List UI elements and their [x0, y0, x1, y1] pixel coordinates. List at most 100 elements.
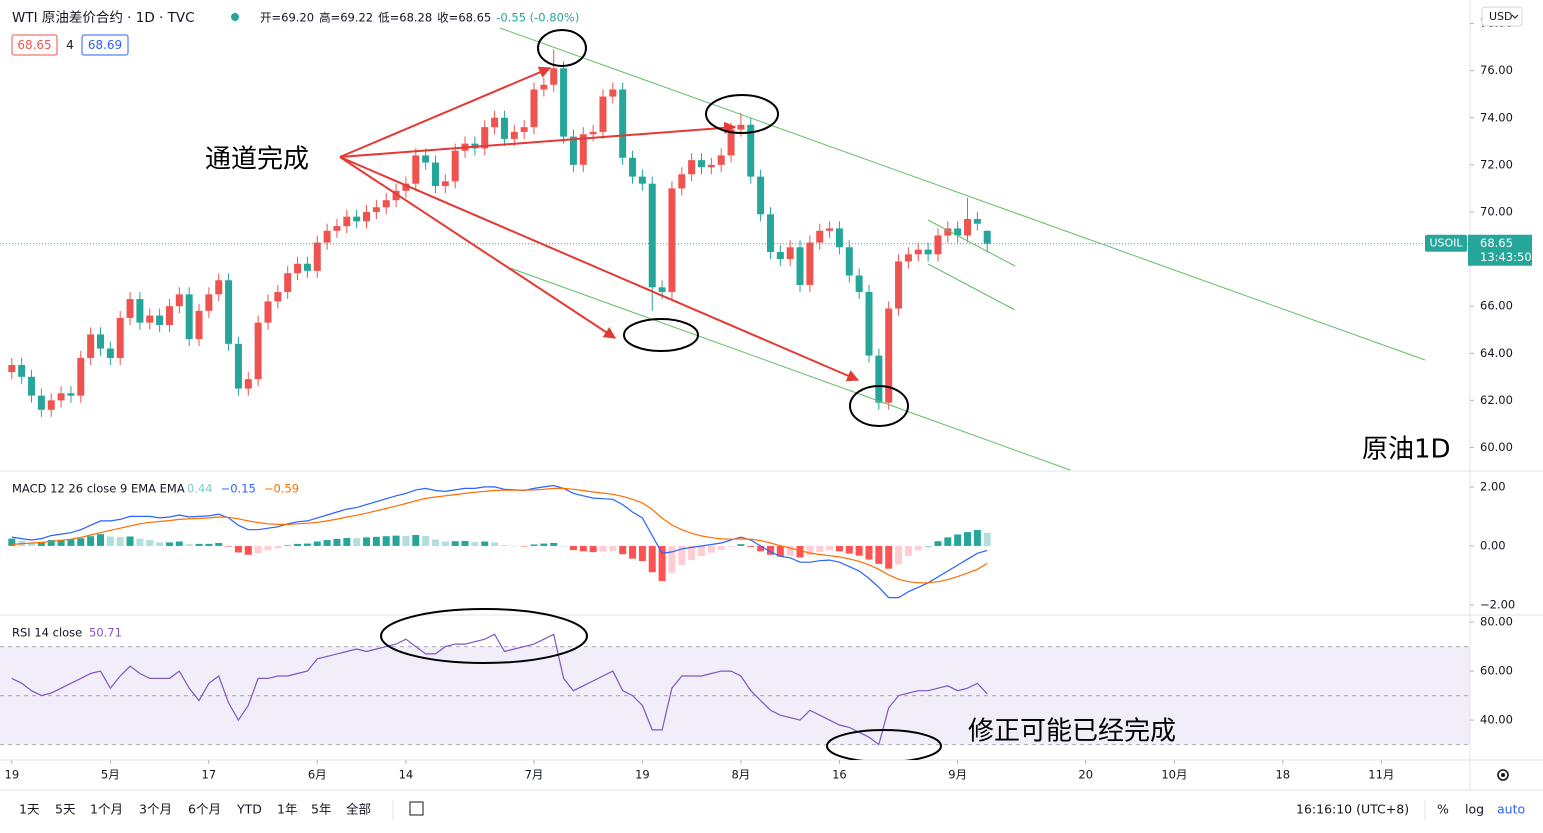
candle-body	[668, 188, 676, 293]
histogram-bar	[796, 545, 804, 558]
scale-option[interactable]: %	[1437, 802, 1449, 817]
histogram-bar	[451, 541, 459, 546]
candle-body	[510, 131, 518, 139]
candle-body	[136, 299, 144, 323]
histogram-bar	[924, 545, 932, 547]
histogram-bar	[510, 545, 518, 547]
scale-option[interactable]: log	[1465, 802, 1484, 817]
candle-body	[412, 155, 420, 184]
candle-body	[747, 124, 755, 177]
range-button[interactable]: 1年	[277, 802, 297, 817]
indicator-legend: RSI 14 close	[12, 626, 82, 640]
histogram-bar	[766, 545, 774, 555]
histogram-bar	[737, 544, 745, 546]
price-label-bg	[1468, 234, 1532, 266]
candle-body	[225, 280, 233, 344]
histogram-bar	[589, 545, 597, 553]
histogram-bar	[914, 545, 922, 551]
scale-option[interactable]: auto	[1497, 802, 1525, 817]
y-tick-label: 64.00	[1480, 346, 1513, 360]
candle-body	[195, 310, 203, 340]
histogram-bar	[569, 545, 577, 551]
candle-body	[165, 306, 173, 325]
histogram-bar	[648, 545, 656, 573]
histogram-bar	[87, 536, 95, 546]
histogram-bar	[441, 541, 449, 546]
histogram-bar	[225, 545, 233, 547]
candle-body	[451, 150, 459, 182]
arrow	[339, 121, 737, 158]
candle-body	[599, 96, 607, 132]
ask-badge: 68.69	[88, 38, 122, 52]
candle-body	[392, 190, 400, 201]
range-button[interactable]: 全部	[346, 802, 371, 817]
x-tick-label: 18	[1275, 768, 1290, 782]
rsi	[0, 633, 1470, 746]
histogram-bar	[185, 544, 193, 546]
histogram-bar	[146, 540, 154, 546]
currency[interactable]: USD	[1489, 10, 1513, 23]
indicator-value: 50.71	[89, 626, 122, 640]
histogram-bar	[520, 545, 528, 547]
y-tick-label: 62.00	[1480, 393, 1513, 407]
y-tick-label: 66.00	[1480, 299, 1513, 313]
range-button[interactable]: 1个月	[90, 802, 123, 817]
histogram-bar	[37, 542, 45, 546]
candle-body	[826, 228, 834, 231]
ellipse	[849, 385, 909, 427]
candle-body	[776, 251, 784, 260]
ellipse	[826, 729, 942, 760]
currency-button[interactable]	[1481, 6, 1523, 27]
candle-body	[569, 136, 577, 165]
price-label: 68.65	[1480, 236, 1513, 250]
range-button[interactable]: 3个月	[139, 802, 172, 817]
x-tick-label: 14	[399, 768, 414, 782]
histogram-bar	[757, 545, 765, 552]
annotation: 原油1D	[1362, 435, 1451, 465]
candle-body	[422, 155, 430, 163]
candle-body	[786, 247, 794, 260]
candle-body	[313, 242, 321, 271]
candle-body	[500, 117, 508, 139]
candle-body	[648, 183, 656, 288]
histogram-bar	[826, 545, 834, 551]
y-tick-label: 76.00	[1480, 63, 1513, 77]
channel-line	[927, 219, 1016, 267]
candle-body	[441, 181, 449, 187]
ellipse	[623, 318, 699, 352]
macd	[8, 484, 991, 599]
arrow	[339, 156, 617, 339]
dropdown-icon	[1511, 14, 1519, 19]
candle-body	[924, 249, 932, 255]
candle-body	[28, 376, 36, 396]
x-tick-label: 16	[832, 768, 847, 782]
histogram-bar	[323, 540, 331, 546]
histogram-bar	[234, 545, 242, 553]
settings-icon[interactable]	[1497, 769, 1509, 781]
range-button[interactable]: 5年	[311, 802, 331, 817]
candle-body	[530, 89, 538, 128]
x-tick-label: 17	[202, 768, 217, 782]
histogram-bar	[579, 545, 587, 552]
x-tick-label: 5月	[101, 768, 120, 782]
candle-body	[845, 247, 853, 276]
ohlc-value: 收=68.65	[437, 11, 491, 25]
range-button[interactable]: 5天	[55, 802, 76, 817]
range-button[interactable]: 6个月	[188, 802, 221, 817]
histogram-bar	[678, 545, 686, 566]
x-tick-label: 11月	[1368, 768, 1394, 782]
candle-body	[766, 214, 774, 252]
range-button[interactable]: YTD	[236, 802, 262, 817]
goto-date-icon[interactable]	[409, 801, 424, 816]
histogram-bar	[57, 539, 65, 546]
histogram-bar	[806, 545, 814, 556]
histogram-bar	[392, 535, 400, 546]
histogram-bar	[530, 544, 538, 546]
candle-body	[609, 89, 617, 97]
range-button[interactable]: 1天	[19, 802, 40, 817]
candle-body	[885, 308, 893, 403]
candle-body	[757, 176, 765, 215]
countdown-label: 13:43:50	[1480, 250, 1532, 264]
symbol-label: USOIL	[1429, 237, 1463, 250]
histogram-bar	[343, 537, 351, 546]
